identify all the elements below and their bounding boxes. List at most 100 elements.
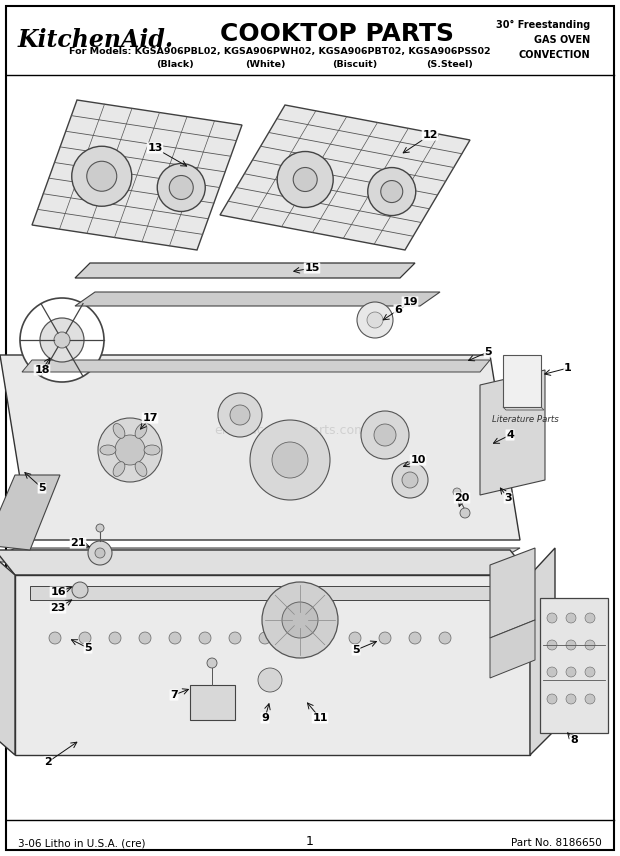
Text: 1: 1 xyxy=(306,835,314,848)
Circle shape xyxy=(250,420,330,500)
Circle shape xyxy=(381,181,403,203)
Circle shape xyxy=(207,658,217,668)
Text: 8: 8 xyxy=(570,735,578,745)
Polygon shape xyxy=(0,548,520,562)
Polygon shape xyxy=(0,355,520,540)
Polygon shape xyxy=(0,550,530,575)
Text: 15: 15 xyxy=(304,263,320,273)
Circle shape xyxy=(20,298,104,382)
Circle shape xyxy=(547,694,557,704)
Circle shape xyxy=(157,163,205,211)
Polygon shape xyxy=(32,100,242,250)
Ellipse shape xyxy=(144,445,160,455)
Circle shape xyxy=(293,168,317,192)
Circle shape xyxy=(230,405,250,425)
Circle shape xyxy=(547,667,557,677)
Circle shape xyxy=(319,632,331,644)
Circle shape xyxy=(374,424,396,446)
Polygon shape xyxy=(75,263,415,278)
Polygon shape xyxy=(22,360,490,372)
Text: 5: 5 xyxy=(38,483,46,493)
Ellipse shape xyxy=(113,424,125,438)
Circle shape xyxy=(367,312,383,328)
Text: 18: 18 xyxy=(34,365,50,375)
Polygon shape xyxy=(75,292,440,306)
Text: 7: 7 xyxy=(170,690,178,700)
Text: Literature Parts: Literature Parts xyxy=(492,415,559,424)
Bar xyxy=(190,685,235,720)
Polygon shape xyxy=(0,475,60,550)
Circle shape xyxy=(72,146,131,206)
Ellipse shape xyxy=(113,461,125,477)
Text: For Models: KGSA906PBL02, KGSA906PWH02, KGSA906PBT02, KGSA906PSS02: For Models: KGSA906PBL02, KGSA906PWH02, … xyxy=(69,47,491,56)
Text: 9: 9 xyxy=(261,713,269,723)
Circle shape xyxy=(585,694,595,704)
Text: 20: 20 xyxy=(454,493,470,503)
Circle shape xyxy=(169,632,181,644)
Polygon shape xyxy=(490,548,535,638)
Circle shape xyxy=(259,632,271,644)
Polygon shape xyxy=(0,555,15,755)
Circle shape xyxy=(585,613,595,623)
Polygon shape xyxy=(503,407,544,410)
Text: KitchenAid.: KitchenAid. xyxy=(18,28,174,52)
Text: Part No. 8186650: Part No. 8186650 xyxy=(512,838,602,848)
Circle shape xyxy=(229,632,241,644)
Text: 2: 2 xyxy=(44,757,52,767)
Circle shape xyxy=(262,582,338,658)
Polygon shape xyxy=(30,586,520,600)
Text: 3-06 Litho in U.S.A. (cre): 3-06 Litho in U.S.A. (cre) xyxy=(18,838,146,848)
Text: 16: 16 xyxy=(50,587,66,597)
Circle shape xyxy=(258,668,282,692)
Circle shape xyxy=(361,411,409,459)
Polygon shape xyxy=(530,548,555,755)
Text: 11: 11 xyxy=(312,713,328,723)
Circle shape xyxy=(169,175,193,199)
Text: (S.Steel): (S.Steel) xyxy=(427,60,474,69)
Text: 23: 23 xyxy=(50,603,66,613)
Circle shape xyxy=(72,582,88,598)
Text: 12: 12 xyxy=(422,130,438,140)
Circle shape xyxy=(40,318,84,362)
Circle shape xyxy=(349,632,361,644)
Circle shape xyxy=(547,613,557,623)
Text: 30° Freestanding
GAS OVEN
CONVECTION: 30° Freestanding GAS OVEN CONVECTION xyxy=(496,20,590,60)
Text: 5: 5 xyxy=(84,643,92,653)
Circle shape xyxy=(368,168,416,216)
Text: 21: 21 xyxy=(70,538,86,548)
Bar xyxy=(540,598,608,733)
Circle shape xyxy=(566,613,576,623)
Circle shape xyxy=(96,524,104,532)
Circle shape xyxy=(453,488,461,496)
Text: 6: 6 xyxy=(394,305,402,315)
Circle shape xyxy=(218,393,262,437)
Circle shape xyxy=(139,632,151,644)
Text: 5: 5 xyxy=(352,645,360,655)
Circle shape xyxy=(460,508,470,518)
Text: 3: 3 xyxy=(504,493,512,503)
Circle shape xyxy=(409,632,421,644)
Polygon shape xyxy=(220,105,470,250)
Circle shape xyxy=(289,632,301,644)
Circle shape xyxy=(392,462,428,498)
Circle shape xyxy=(585,667,595,677)
Text: 1: 1 xyxy=(564,363,572,373)
Circle shape xyxy=(402,472,418,488)
Circle shape xyxy=(49,632,61,644)
Circle shape xyxy=(566,694,576,704)
Text: 10: 10 xyxy=(410,455,426,465)
Text: 17: 17 xyxy=(142,413,157,423)
Circle shape xyxy=(379,632,391,644)
Circle shape xyxy=(357,302,393,338)
Text: (Biscuit): (Biscuit) xyxy=(332,60,378,69)
Circle shape xyxy=(98,418,162,482)
Circle shape xyxy=(282,602,318,638)
Text: 5: 5 xyxy=(484,347,492,357)
Circle shape xyxy=(277,152,333,207)
Text: (Black): (Black) xyxy=(156,60,194,69)
Ellipse shape xyxy=(135,461,147,477)
Circle shape xyxy=(439,632,451,644)
Text: (White): (White) xyxy=(245,60,285,69)
Ellipse shape xyxy=(100,445,116,455)
Circle shape xyxy=(566,667,576,677)
